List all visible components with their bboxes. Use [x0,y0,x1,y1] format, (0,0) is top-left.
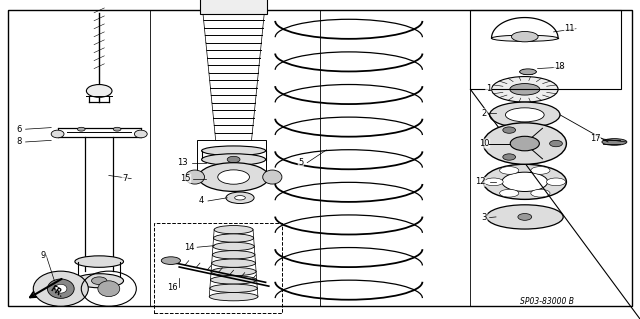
Ellipse shape [483,164,566,199]
Ellipse shape [186,170,205,184]
Text: 9: 9 [41,251,46,260]
Ellipse shape [503,154,516,160]
Ellipse shape [602,139,627,145]
Bar [197,140,266,182]
Bar [200,0,267,14]
Ellipse shape [86,85,112,97]
Text: 6: 6 [17,125,22,134]
Text: SP03-83000 B: SP03-83000 B [520,297,574,306]
Ellipse shape [211,276,257,284]
Ellipse shape [198,163,269,191]
Text: 18: 18 [554,63,564,71]
Ellipse shape [210,284,257,293]
Ellipse shape [510,84,540,95]
Ellipse shape [492,35,558,41]
Text: 5: 5 [298,158,303,167]
Text: 13: 13 [177,158,188,167]
Ellipse shape [75,274,124,288]
Ellipse shape [531,189,550,197]
Ellipse shape [506,108,544,122]
Text: 11: 11 [564,24,575,33]
Text: 3: 3 [482,213,487,222]
Text: 8: 8 [17,137,22,146]
Ellipse shape [51,130,64,138]
Ellipse shape [98,281,120,297]
Ellipse shape [209,293,258,301]
Text: FR.: FR. [48,284,65,300]
Ellipse shape [33,271,88,306]
Text: 12: 12 [475,177,485,186]
Ellipse shape [492,77,558,102]
Ellipse shape [161,257,180,264]
Ellipse shape [227,156,240,163]
Ellipse shape [484,178,503,186]
Ellipse shape [500,167,519,174]
Ellipse shape [218,170,250,184]
Ellipse shape [212,251,255,259]
Text: 15: 15 [180,174,191,183]
Ellipse shape [202,146,266,156]
Ellipse shape [518,213,532,220]
Ellipse shape [211,267,256,276]
Bar [154,223,282,313]
Ellipse shape [547,178,566,186]
Ellipse shape [226,192,254,204]
Ellipse shape [134,130,147,138]
Ellipse shape [113,127,121,131]
Ellipse shape [214,226,253,234]
Ellipse shape [511,32,538,42]
Ellipse shape [55,284,67,293]
Text: 10: 10 [479,139,490,148]
Ellipse shape [531,167,550,174]
Ellipse shape [486,205,563,229]
Ellipse shape [490,102,560,128]
Text: 1: 1 [486,84,491,93]
Ellipse shape [502,172,548,191]
Ellipse shape [550,140,563,147]
Ellipse shape [235,196,245,200]
Ellipse shape [75,256,124,267]
Ellipse shape [213,242,254,251]
Text: 14: 14 [184,243,195,252]
Text: 16: 16 [168,283,178,292]
Ellipse shape [262,170,282,184]
Ellipse shape [520,69,536,75]
Text: 4: 4 [199,197,204,205]
Ellipse shape [202,154,266,165]
Ellipse shape [47,279,74,298]
Ellipse shape [500,189,519,197]
Ellipse shape [77,127,85,131]
Text: 17: 17 [590,134,600,143]
Ellipse shape [503,127,516,133]
Text: 7: 7 [122,174,127,183]
Bar [470,10,621,89]
Ellipse shape [212,259,255,267]
Ellipse shape [510,136,540,151]
Ellipse shape [92,277,107,285]
Ellipse shape [214,234,253,242]
Text: 2: 2 [482,109,487,118]
Ellipse shape [483,123,566,164]
